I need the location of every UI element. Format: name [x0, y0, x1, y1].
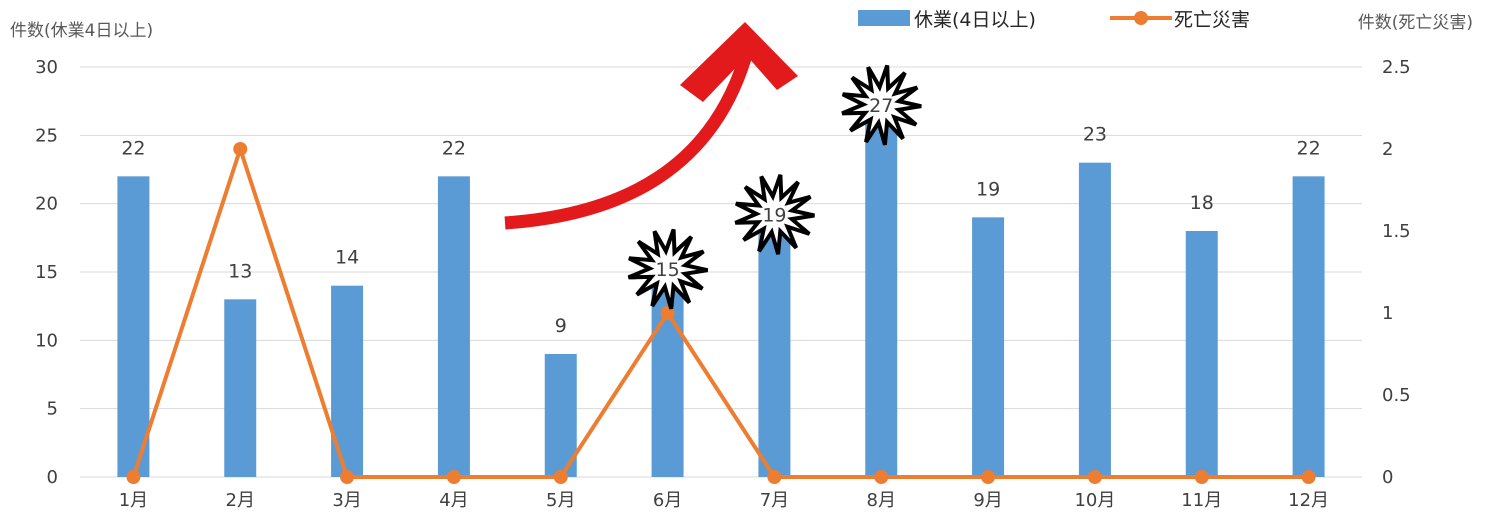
y-left-tick-label: 30 — [35, 57, 58, 78]
y-right-tick-label: 1 — [1382, 303, 1393, 324]
legend: 休業(4日以上) 死亡災害 — [858, 9, 1250, 31]
x-tick-label: 7月 — [760, 490, 789, 511]
x-tick-label: 1月 — [119, 490, 148, 511]
bar — [1078, 162, 1111, 477]
line-point — [767, 470, 782, 484]
bar — [437, 176, 470, 478]
x-tick-label: 3月 — [332, 490, 361, 511]
bar — [1185, 231, 1218, 477]
y-left-tick-label: 10 — [35, 330, 58, 351]
bar — [544, 354, 577, 477]
y-right-tick-label: 0.5 — [1382, 385, 1411, 406]
data-label: 23 — [1083, 124, 1107, 146]
line-point — [874, 470, 889, 484]
y-left-tick-label: 0 — [47, 467, 58, 488]
line-point — [233, 142, 248, 156]
data-label: 15 — [655, 259, 679, 281]
trend-arrow-head-icon — [680, 22, 798, 102]
y-left-tick-label: 25 — [35, 125, 58, 146]
starburst-icon — [734, 174, 815, 255]
x-tick-label: 6月 — [653, 490, 682, 511]
legend-line-marker — [1134, 11, 1148, 25]
bar — [1292, 176, 1325, 478]
bar-series — [117, 108, 1325, 478]
line-point — [340, 470, 355, 484]
annotations — [504, 22, 922, 310]
line-path — [131, 142, 1309, 479]
line-point — [1194, 470, 1209, 484]
y-left-tick-label: 15 — [35, 262, 58, 283]
y-right-tick-label: 0 — [1382, 467, 1393, 488]
y-right-tick-label: 2 — [1382, 139, 1393, 160]
starburst-icon — [841, 64, 922, 146]
line-point — [981, 470, 996, 484]
data-label: 14 — [335, 247, 359, 269]
x-tick-label: 5月 — [546, 490, 575, 511]
data-label: 9 — [555, 315, 567, 337]
line-point — [553, 470, 568, 484]
data-label: 27 — [869, 95, 893, 117]
data-label: 19 — [762, 204, 786, 226]
x-tick-label: 4月 — [439, 490, 468, 511]
starburst-icon — [627, 228, 709, 310]
bar — [972, 217, 1005, 478]
right-axis-title: 件数(死亡災害) — [1358, 13, 1473, 33]
line-point — [126, 470, 141, 484]
legend-line-label: 死亡災害 — [1174, 9, 1250, 31]
line-point — [660, 306, 675, 320]
data-label: 18 — [1190, 192, 1214, 214]
y-right-tick-label: 1.5 — [1382, 221, 1411, 242]
x-tick-label: 8月 — [867, 490, 896, 511]
trend-arrow-shaft — [504, 46, 755, 230]
legend-bar-swatch — [858, 10, 910, 26]
x-tick-label: 10月 — [1074, 490, 1115, 511]
axes: 0 5 10 15 20 25 30 0 0.5 1 1.5 2 2.5 1月 2月 3月 4月 5月 6月 7月 8月… — [35, 57, 1411, 511]
left-axis-title: 件数(休業4日以上) — [10, 21, 153, 41]
line-point — [1087, 470, 1102, 484]
bar — [865, 108, 898, 477]
x-tick-label: 12月 — [1288, 490, 1329, 511]
x-tick-label: 2月 — [226, 490, 255, 511]
x-tick-label: 11月 — [1181, 490, 1222, 511]
y-left-tick-label: 5 — [47, 399, 58, 420]
bar — [117, 176, 150, 478]
gridlines — [80, 66, 1362, 478]
legend-bar-label: 休業(4日以上) — [914, 9, 1036, 31]
x-tick-label: 9月 — [973, 490, 1002, 511]
line-series — [126, 142, 1316, 484]
data-label: 19 — [976, 178, 1000, 200]
data-label: 22 — [442, 137, 466, 159]
line-point — [446, 470, 461, 484]
line-point — [1301, 470, 1316, 484]
y-right-tick-label: 2.5 — [1382, 57, 1411, 78]
data-label: 22 — [121, 137, 145, 159]
data-label: 13 — [228, 260, 252, 282]
data-label: 22 — [1296, 137, 1320, 159]
data-labels: 22 13 14 22 9 15 19 27 19 23 18 22 — [121, 95, 1320, 337]
bar — [224, 299, 257, 477]
bar — [758, 217, 791, 478]
y-left-tick-label: 20 — [35, 194, 58, 215]
